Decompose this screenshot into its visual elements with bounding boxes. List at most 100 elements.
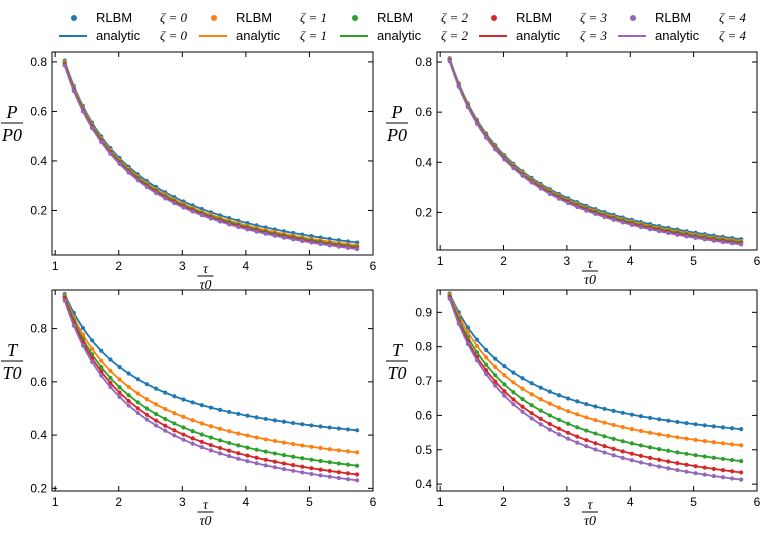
rlbm-point-4 [538, 186, 543, 191]
rlbm-point-4 [99, 139, 104, 145]
rlbm-point-4 [153, 423, 159, 428]
analytic-line-4 [448, 298, 742, 481]
rlbm-point-4 [511, 402, 516, 407]
rlbm-point-3 [327, 468, 332, 474]
y-tick-label: 0.8 [30, 322, 47, 336]
rlbm-point-0 [693, 422, 698, 427]
x-axis-label-denominator: τ0 [584, 514, 596, 529]
rlbm-point-4 [456, 84, 461, 89]
rlbm-point-4 [62, 298, 67, 303]
legend-line-math-1: ζ = 1 [300, 28, 327, 43]
rlbm-point-1 [593, 418, 598, 423]
rlbm-point-0 [484, 347, 489, 353]
rlbm-point-4 [236, 456, 241, 461]
analytic-line-4 [63, 65, 358, 250]
rlbm-point-3 [135, 406, 140, 411]
rlbm-point-2 [153, 411, 159, 417]
rlbm-point-4 [144, 417, 150, 422]
legend-marker-label-1: RLBM [236, 10, 272, 25]
rlbm-point-4 [254, 229, 259, 234]
legend-marker-0 [71, 15, 77, 21]
rlbm-point-4 [144, 184, 150, 190]
rlbm-point-3 [144, 412, 150, 417]
rlbm-point-4 [153, 190, 159, 196]
rlbm-point-1 [720, 441, 726, 446]
rlbm-point-3 [502, 388, 507, 394]
rlbm-point-4 [208, 448, 214, 453]
rlbm-point-2 [126, 393, 131, 398]
rlbm-point-2 [291, 454, 296, 459]
rlbm-point-1 [172, 411, 177, 416]
rlbm-point-4 [227, 222, 232, 227]
rlbm-point-4 [126, 403, 131, 408]
rlbm-point-0 [502, 364, 507, 369]
rlbm-point-3 [181, 432, 186, 437]
rlbm-point-3 [538, 416, 543, 421]
rlbm-point-4 [565, 436, 571, 441]
rlbm-point-3 [675, 461, 680, 466]
rlbm-point-3 [666, 459, 671, 464]
rlbm-point-4 [199, 213, 204, 218]
x-tick-label: 4 [627, 254, 634, 268]
rlbm-point-4 [199, 445, 204, 450]
rlbm-point-0 [90, 338, 95, 343]
rlbm-point-0 [675, 419, 680, 425]
rlbm-point-2 [208, 435, 214, 440]
rlbm-point-0 [629, 412, 634, 417]
legend-marker-math-3: ζ = 3 [580, 10, 608, 25]
rlbm-point-0 [611, 408, 616, 413]
x-tick-label: 5 [306, 259, 313, 273]
rlbm-point-4 [575, 204, 580, 210]
rlbm-point-3 [556, 426, 562, 431]
rlbm-point-4 [318, 473, 323, 478]
rlbm-point-1 [300, 443, 305, 448]
rlbm-point-1 [227, 429, 232, 434]
x-tick-label: 6 [370, 259, 377, 273]
rlbm-point-0 [281, 419, 287, 424]
x-tick-label: 5 [690, 254, 697, 268]
rlbm-point-3 [300, 464, 305, 469]
rlbm-point-2 [236, 443, 241, 448]
rlbm-point-4 [117, 161, 122, 166]
rlbm-point-1 [236, 431, 241, 436]
rlbm-point-3 [345, 471, 351, 476]
rlbm-point-4 [117, 394, 122, 400]
legend-marker-4 [630, 15, 636, 21]
rlbm-point-3 [739, 470, 744, 475]
rlbm-point-4 [172, 201, 177, 206]
rlbm-point-4 [181, 205, 186, 210]
rlbm-point-4 [620, 220, 625, 225]
rlbm-point-4 [666, 230, 671, 236]
rlbm-point-4 [711, 238, 716, 243]
rlbm-point-4 [629, 458, 634, 463]
rlbm-point-1 [199, 421, 204, 426]
rlbm-point-4 [355, 478, 360, 483]
x-tick-label: 4 [243, 259, 250, 273]
legend-marker-1 [211, 15, 217, 21]
x-tick-label: 5 [690, 495, 697, 509]
panel-top-left: 1 2 3 4 5 6 0.2 0.4 0.6 0.8 P P0 ττ0 [1, 51, 377, 293]
rlbm-point-0 [172, 394, 177, 399]
legend-marker-math-0: ζ = 0 [160, 10, 188, 25]
rlbm-point-2 [584, 428, 589, 433]
rlbm-point-4 [484, 371, 489, 377]
rlbm-point-4 [611, 453, 616, 458]
rlbm-point-4 [520, 409, 525, 414]
rlbm-point-2 [199, 432, 204, 437]
rlbm-point-2 [135, 400, 140, 405]
rlbm-point-0 [565, 396, 571, 401]
rlbm-point-0 [529, 381, 534, 386]
rlbm-point-3 [711, 466, 716, 471]
rlbm-point-2 [575, 425, 580, 430]
rlbm-point-0 [327, 425, 332, 430]
rlbm-point-4 [720, 239, 726, 245]
x-tick-label: 3 [179, 495, 186, 509]
y-tick-label: 0.6 [415, 105, 432, 119]
rlbm-point-4 [309, 240, 314, 245]
y-axis-label-denominator: T0 [387, 363, 406, 383]
rlbm-point-4 [520, 173, 525, 178]
legend-marker-3 [491, 15, 497, 21]
rlbm-point-1 [190, 418, 195, 423]
legend-line-label-1: analytic [236, 28, 281, 43]
rlbm-point-1 [291, 441, 296, 447]
